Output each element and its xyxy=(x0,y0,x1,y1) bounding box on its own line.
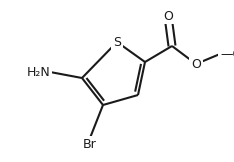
Text: S: S xyxy=(113,35,121,48)
Text: H₂N: H₂N xyxy=(26,65,50,79)
Text: O: O xyxy=(163,10,173,23)
Text: Br: Br xyxy=(83,138,97,151)
Text: —OCH₃: —OCH₃ xyxy=(220,47,234,60)
Text: O: O xyxy=(191,58,201,70)
